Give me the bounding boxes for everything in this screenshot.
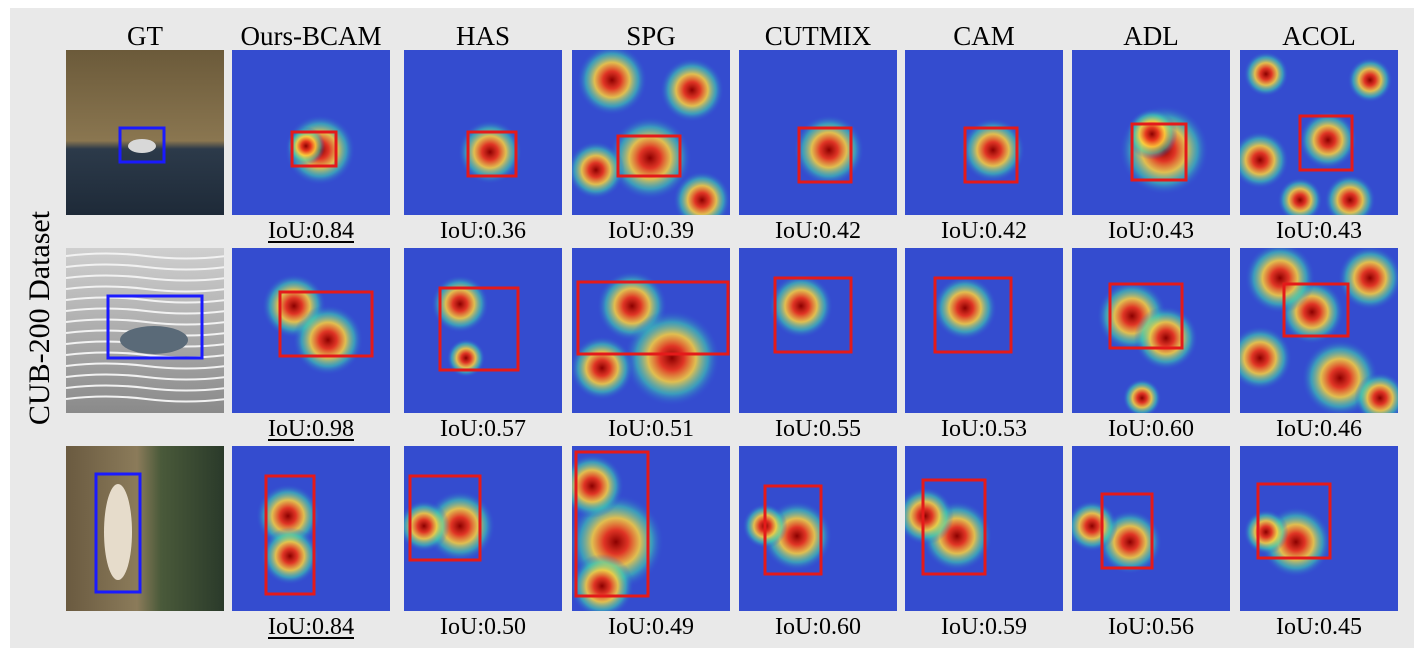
cam-heatmap-r1-c3 — [572, 248, 730, 413]
iou-score-r0-c6: IoU:0.43 — [1108, 218, 1194, 244]
gt-image-r2-c0 — [66, 446, 224, 611]
iou-score-r1-c3: IoU:0.51 — [608, 416, 694, 442]
gt-bounding-box — [94, 472, 142, 594]
column-header-2: HAS — [455, 21, 510, 51]
pred-bounding-box — [763, 484, 823, 576]
pred-bounding-box — [933, 276, 1013, 354]
iou-score-r1-c5: IoU:0.53 — [941, 416, 1027, 442]
pred-bounding-box — [438, 286, 520, 372]
column-header-5: CAM — [953, 21, 1015, 51]
pred-bounding-box — [278, 290, 374, 358]
cam-heatmap-r0-c3 — [572, 50, 730, 215]
pred-bounding-box — [576, 280, 730, 356]
pred-bounding-box — [1298, 114, 1354, 172]
column-header-7: ACOL — [1282, 21, 1356, 51]
cam-heatmap-r2-c3 — [572, 446, 730, 611]
cam-heatmap-r1-c7 — [1240, 248, 1398, 413]
iou-score-r0-c1: IoU:0.84 — [268, 218, 354, 244]
iou-score-r2-c1: IoU:0.84 — [268, 614, 354, 640]
iou-score-r1-c7: IoU:0.46 — [1276, 416, 1362, 442]
dataset-name: CUB-200 Dataset — [23, 210, 57, 426]
pred-bounding-box — [616, 134, 682, 178]
cam-heatmap-r2-c7 — [1240, 446, 1398, 611]
iou-score-r2-c2: IoU:0.50 — [440, 614, 526, 640]
cam-heatmap-r1-c5 — [905, 248, 1063, 413]
pred-bounding-box — [466, 130, 518, 178]
pred-bounding-box — [1282, 282, 1350, 338]
cam-heatmap-r0-c7 — [1240, 50, 1398, 215]
iou-score-r2-c4: IoU:0.60 — [775, 614, 861, 640]
iou-score-r2-c6: IoU:0.56 — [1108, 614, 1194, 640]
pred-bounding-box — [773, 276, 853, 354]
pred-bounding-box — [963, 126, 1019, 184]
pred-bounding-box — [290, 130, 338, 168]
cam-heatmap-r1-c1 — [232, 248, 390, 413]
pred-bounding-box — [921, 478, 987, 576]
pred-bounding-box — [574, 450, 650, 598]
column-header-1: Ours-BCAM — [240, 21, 382, 51]
pred-bounding-box — [1100, 492, 1154, 570]
column-header-4: CUTMIX — [764, 21, 872, 51]
pred-bounding-box — [408, 474, 482, 562]
cam-heatmap-r2-c4 — [739, 446, 897, 611]
iou-score-r0-c5: IoU:0.42 — [941, 218, 1027, 244]
pred-bounding-box — [797, 126, 853, 184]
iou-score-r1-c4: IoU:0.55 — [775, 416, 861, 442]
cam-heatmap-r0-c5 — [905, 50, 1063, 215]
gt-image-r0-c0 — [66, 50, 224, 215]
gt-bounding-box — [106, 294, 204, 360]
iou-score-r2-c7: IoU:0.45 — [1276, 614, 1362, 640]
cam-comparison-figure: CUB-200 Dataset GT Ours-BCAM HAS SPG CUTMIX C… — [10, 8, 1414, 648]
cam-heatmap-r0-c2 — [404, 50, 562, 215]
pred-bounding-box — [1130, 122, 1188, 182]
cam-heatmap-r1-c2 — [404, 248, 562, 413]
cam-heatmap-r2-c6 — [1072, 446, 1230, 611]
iou-score-r0-c4: IoU:0.42 — [775, 218, 861, 244]
column-header-6: ADL — [1123, 21, 1179, 51]
iou-score-r0-c7: IoU:0.43 — [1276, 218, 1362, 244]
iou-score-r1-c6: IoU:0.60 — [1108, 416, 1194, 442]
pred-bounding-box — [1108, 282, 1184, 350]
iou-score-r1-c1: IoU:0.98 — [268, 416, 354, 442]
pred-bounding-box — [264, 474, 316, 596]
cam-heatmap-r1-c4 — [739, 248, 897, 413]
dataset-row-label: CUB-200 Dataset — [14, 108, 66, 528]
iou-score-r2-c5: IoU:0.59 — [941, 614, 1027, 640]
cam-heatmap-r0-c1 — [232, 50, 390, 215]
iou-score-r1-c2: IoU:0.57 — [440, 416, 526, 442]
cam-heatmap-r2-c5 — [905, 446, 1063, 611]
pred-bounding-box — [1256, 482, 1332, 560]
iou-score-r2-c3: IoU:0.49 — [608, 614, 694, 640]
gt-bounding-box — [118, 126, 166, 164]
cam-heatmap-r2-c1 — [232, 446, 390, 611]
iou-score-r0-c2: IoU:0.36 — [440, 218, 526, 244]
cam-heatmap-r0-c4 — [739, 50, 897, 215]
column-header-0: GT — [127, 21, 163, 51]
cam-heatmap-r2-c2 — [404, 446, 562, 611]
cam-heatmap-r1-c6 — [1072, 248, 1230, 413]
column-header-3: SPG — [626, 21, 676, 51]
cam-heatmap-r0-c6 — [1072, 50, 1230, 215]
iou-score-r0-c3: IoU:0.39 — [608, 218, 694, 244]
gt-image-r1-c0 — [66, 248, 224, 413]
